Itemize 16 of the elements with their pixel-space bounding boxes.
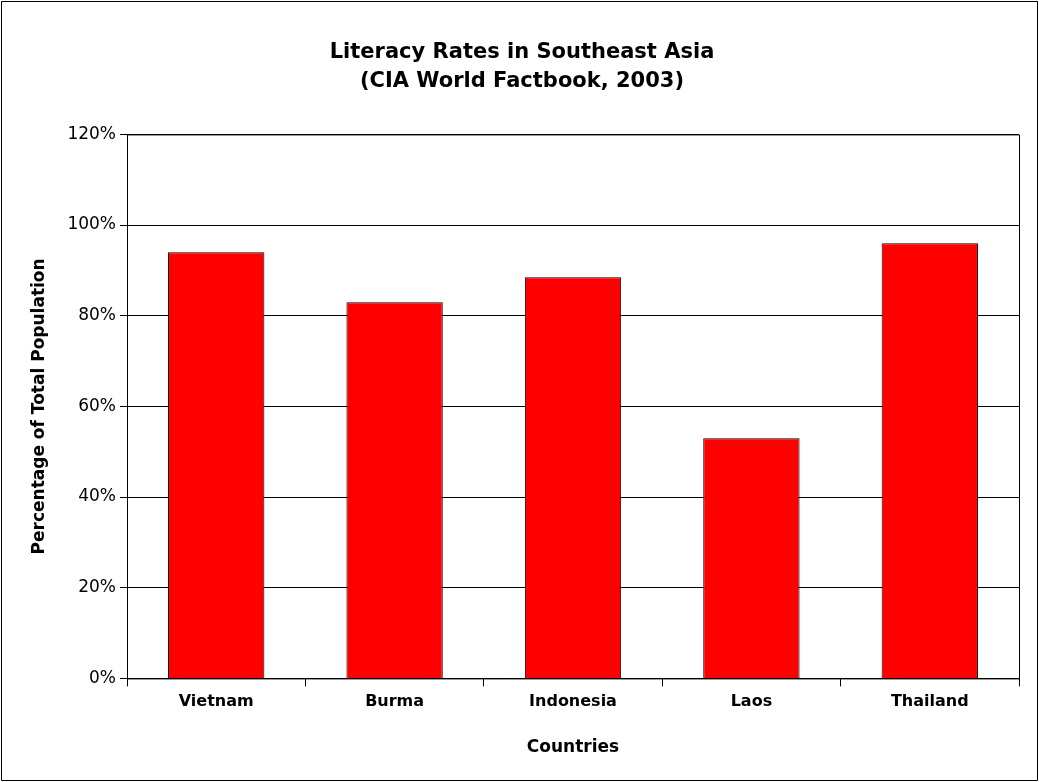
y-tick-label: 120% [67,122,116,143]
y-tick-label: 80% [78,304,116,325]
chart-subtitle: (CIA World Factbook, 2003) [359,68,685,93]
y-tick-label: 60% [78,394,116,415]
x-tick-label: Thailand [890,691,969,711]
x-tick-label: Laos [730,691,773,711]
y-tick-label: 100% [67,213,116,234]
y-axis-title: Percentage of Total Population [27,258,48,555]
y-tick-label: 0% [89,666,116,687]
x-axis-title: Countries [526,736,620,757]
x-tick-label: Indonesia [529,691,617,711]
x-tick-label: Burma [365,691,425,711]
y-tick-label: 20% [78,576,116,597]
x-tick-label: Vietnam [178,691,254,711]
y-tick-label: 40% [78,485,116,506]
chart-title: Literacy Rates in Southeast Asia [329,39,715,64]
